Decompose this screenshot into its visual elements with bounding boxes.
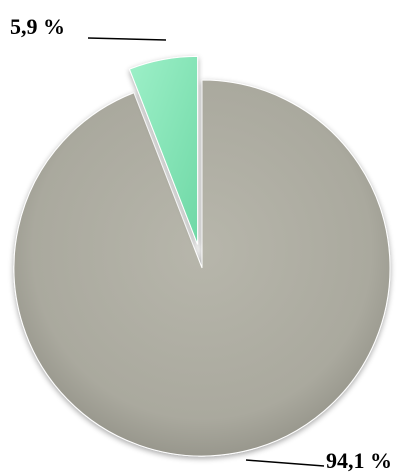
leader-line-0 bbox=[245, 459, 325, 467]
leader-line-1 bbox=[87, 37, 167, 41]
data-labels: 94,1 % 5,9 % bbox=[10, 14, 392, 473]
pie-slice-1 bbox=[128, 55, 199, 245]
data-label-0: 94,1 % bbox=[326, 448, 392, 473]
pie-slice-0 bbox=[13, 79, 391, 457]
data-label-1: 5,9 % bbox=[10, 14, 65, 39]
pie-slices bbox=[13, 55, 391, 457]
leader-lines bbox=[87, 37, 325, 467]
